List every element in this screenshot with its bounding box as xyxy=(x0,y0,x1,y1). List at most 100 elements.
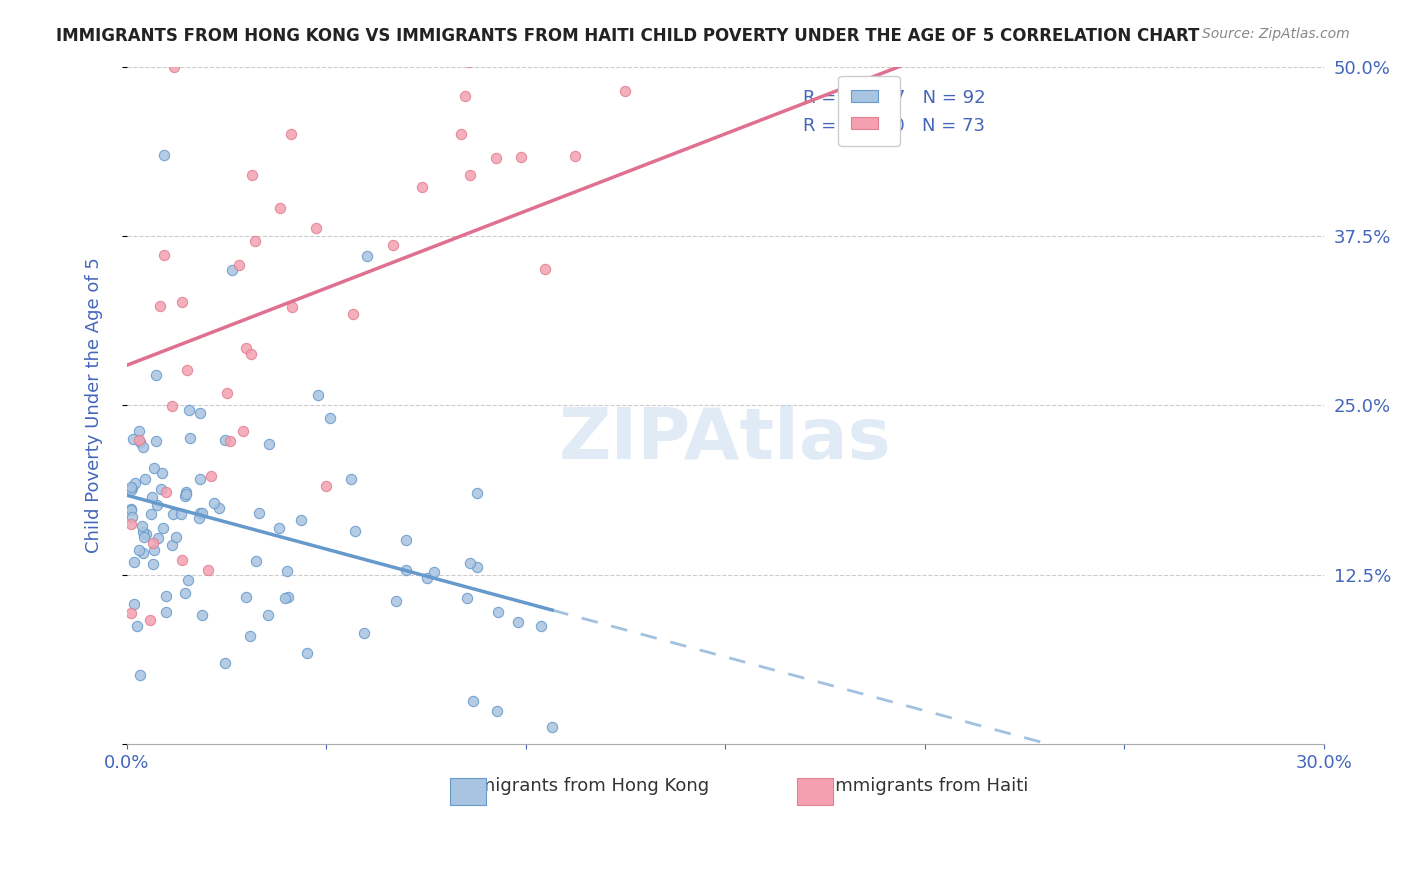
Immigrants from Haiti xyxy=(929,32,952,46)
Immigrants from Hong Kong xyxy=(165,529,187,543)
Immigrants from Hong Kong xyxy=(295,646,318,660)
Immigrants from Hong Kong xyxy=(235,590,257,604)
Text: R =   0.350   N = 73: R = 0.350 N = 73 xyxy=(803,117,986,136)
Immigrants from Hong Kong xyxy=(134,472,156,486)
Immigrants from Haiti xyxy=(548,32,571,46)
Immigrants from Hong Kong xyxy=(143,460,166,475)
Immigrants from Haiti xyxy=(1038,32,1060,46)
Immigrants from Hong Kong xyxy=(174,585,197,599)
FancyBboxPatch shape xyxy=(797,778,834,805)
Immigrants from Haiti xyxy=(1261,32,1284,46)
Immigrants from Haiti xyxy=(1101,32,1123,46)
Immigrants from Haiti xyxy=(232,424,254,438)
Immigrants from Haiti xyxy=(1146,32,1168,46)
Immigrants from Haiti xyxy=(315,479,337,493)
Immigrants from Haiti xyxy=(152,247,174,261)
Immigrants from Haiti xyxy=(242,168,264,182)
Immigrants from Haiti xyxy=(1040,32,1063,46)
Immigrants from Haiti xyxy=(453,88,475,103)
Immigrants from Hong Kong xyxy=(486,605,509,619)
Immigrants from Hong Kong xyxy=(122,433,145,447)
Immigrants from Haiti xyxy=(170,553,193,567)
Immigrants from Haiti xyxy=(1053,32,1076,46)
Immigrants from Hong Kong xyxy=(174,484,197,499)
Immigrants from Haiti xyxy=(281,300,304,314)
Immigrants from Hong Kong xyxy=(541,721,564,735)
Immigrants from Hong Kong xyxy=(506,615,529,629)
Immigrants from Hong Kong xyxy=(120,483,142,497)
Immigrants from Hong Kong xyxy=(208,501,231,516)
Immigrants from Haiti xyxy=(450,127,472,141)
Immigrants from Haiti xyxy=(120,606,142,620)
Immigrants from Haiti xyxy=(128,434,150,448)
Immigrants from Haiti xyxy=(924,32,946,46)
Immigrants from Hong Kong xyxy=(416,571,439,585)
Immigrants from Haiti xyxy=(228,258,250,272)
Immigrants from Haiti xyxy=(929,32,952,46)
Immigrants from Hong Kong xyxy=(160,538,183,552)
Immigrants from Hong Kong xyxy=(132,440,155,454)
Immigrants from Hong Kong xyxy=(344,524,367,538)
Immigrants from Hong Kong xyxy=(465,486,488,500)
Immigrants from Hong Kong xyxy=(145,368,167,383)
Immigrants from Hong Kong xyxy=(128,542,150,557)
Immigrants from Haiti xyxy=(240,347,263,361)
Text: Immigrants from Hong Kong: Immigrants from Hong Kong xyxy=(454,777,709,796)
Immigrants from Hong Kong xyxy=(356,249,378,263)
Immigrants from Haiti xyxy=(657,34,679,48)
Immigrants from Hong Kong xyxy=(422,565,444,579)
Immigrants from Hong Kong xyxy=(155,589,177,603)
Immigrants from Hong Kong xyxy=(353,625,375,640)
Immigrants from Hong Kong xyxy=(131,519,153,533)
Immigrants from Hong Kong xyxy=(245,554,267,568)
Immigrants from Hong Kong xyxy=(152,521,174,535)
Immigrants from Hong Kong xyxy=(319,410,342,425)
Immigrants from Hong Kong xyxy=(132,546,155,560)
Immigrants from Hong Kong xyxy=(308,388,330,402)
Immigrants from Haiti xyxy=(342,307,364,321)
Immigrants from Hong Kong xyxy=(150,482,173,496)
Immigrants from Haiti xyxy=(697,32,720,46)
Immigrants from Haiti xyxy=(922,32,945,46)
Immigrants from Haiti xyxy=(235,341,257,355)
Immigrants from Hong Kong xyxy=(179,403,201,417)
Immigrants from Haiti xyxy=(142,536,165,550)
Immigrants from Hong Kong xyxy=(121,481,143,495)
Immigrants from Hong Kong xyxy=(256,608,278,623)
Immigrants from Haiti xyxy=(717,32,740,46)
Immigrants from Haiti xyxy=(1230,32,1253,46)
Text: R =  -0.107   N = 92: R = -0.107 N = 92 xyxy=(803,88,986,107)
Immigrants from Haiti xyxy=(218,434,240,449)
Immigrants from Haiti xyxy=(432,32,454,46)
Immigrants from Hong Kong xyxy=(129,434,152,449)
Immigrants from Hong Kong xyxy=(259,437,281,451)
Immigrants from Haiti xyxy=(197,563,219,577)
Immigrants from Haiti xyxy=(382,238,405,252)
Immigrants from Haiti xyxy=(269,201,291,215)
Text: Immigrants from Haiti: Immigrants from Haiti xyxy=(830,777,1028,796)
Immigrants from Hong Kong xyxy=(176,574,198,588)
Immigrants from Hong Kong xyxy=(142,557,165,571)
Immigrants from Haiti xyxy=(411,179,433,194)
Immigrants from Hong Kong xyxy=(221,262,243,277)
Immigrants from Hong Kong xyxy=(141,490,163,504)
Immigrants from Haiti xyxy=(553,32,575,46)
Immigrants from Hong Kong xyxy=(239,629,262,643)
Immigrants from Haiti xyxy=(1173,32,1195,46)
Immigrants from Hong Kong xyxy=(188,406,211,420)
Text: IMMIGRANTS FROM HONG KONG VS IMMIGRANTS FROM HAITI CHILD POVERTY UNDER THE AGE O: IMMIGRANTS FROM HONG KONG VS IMMIGRANTS … xyxy=(56,27,1199,45)
Immigrants from Hong Kong xyxy=(214,656,236,670)
Immigrants from Hong Kong xyxy=(150,466,173,480)
Immigrants from Hong Kong xyxy=(128,424,150,438)
Immigrants from Hong Kong xyxy=(153,147,176,161)
Immigrants from Haiti xyxy=(509,150,531,164)
Immigrants from Hong Kong xyxy=(486,704,509,718)
Immigrants from Haiti xyxy=(176,363,198,377)
Immigrants from Haiti xyxy=(1104,32,1126,46)
Immigrants from Hong Kong xyxy=(458,557,481,571)
Immigrants from Hong Kong xyxy=(127,619,149,633)
Immigrants from Hong Kong xyxy=(290,513,312,527)
Immigrants from Hong Kong xyxy=(395,533,418,547)
Immigrants from Haiti xyxy=(786,32,808,46)
Immigrants from Hong Kong xyxy=(145,499,167,513)
